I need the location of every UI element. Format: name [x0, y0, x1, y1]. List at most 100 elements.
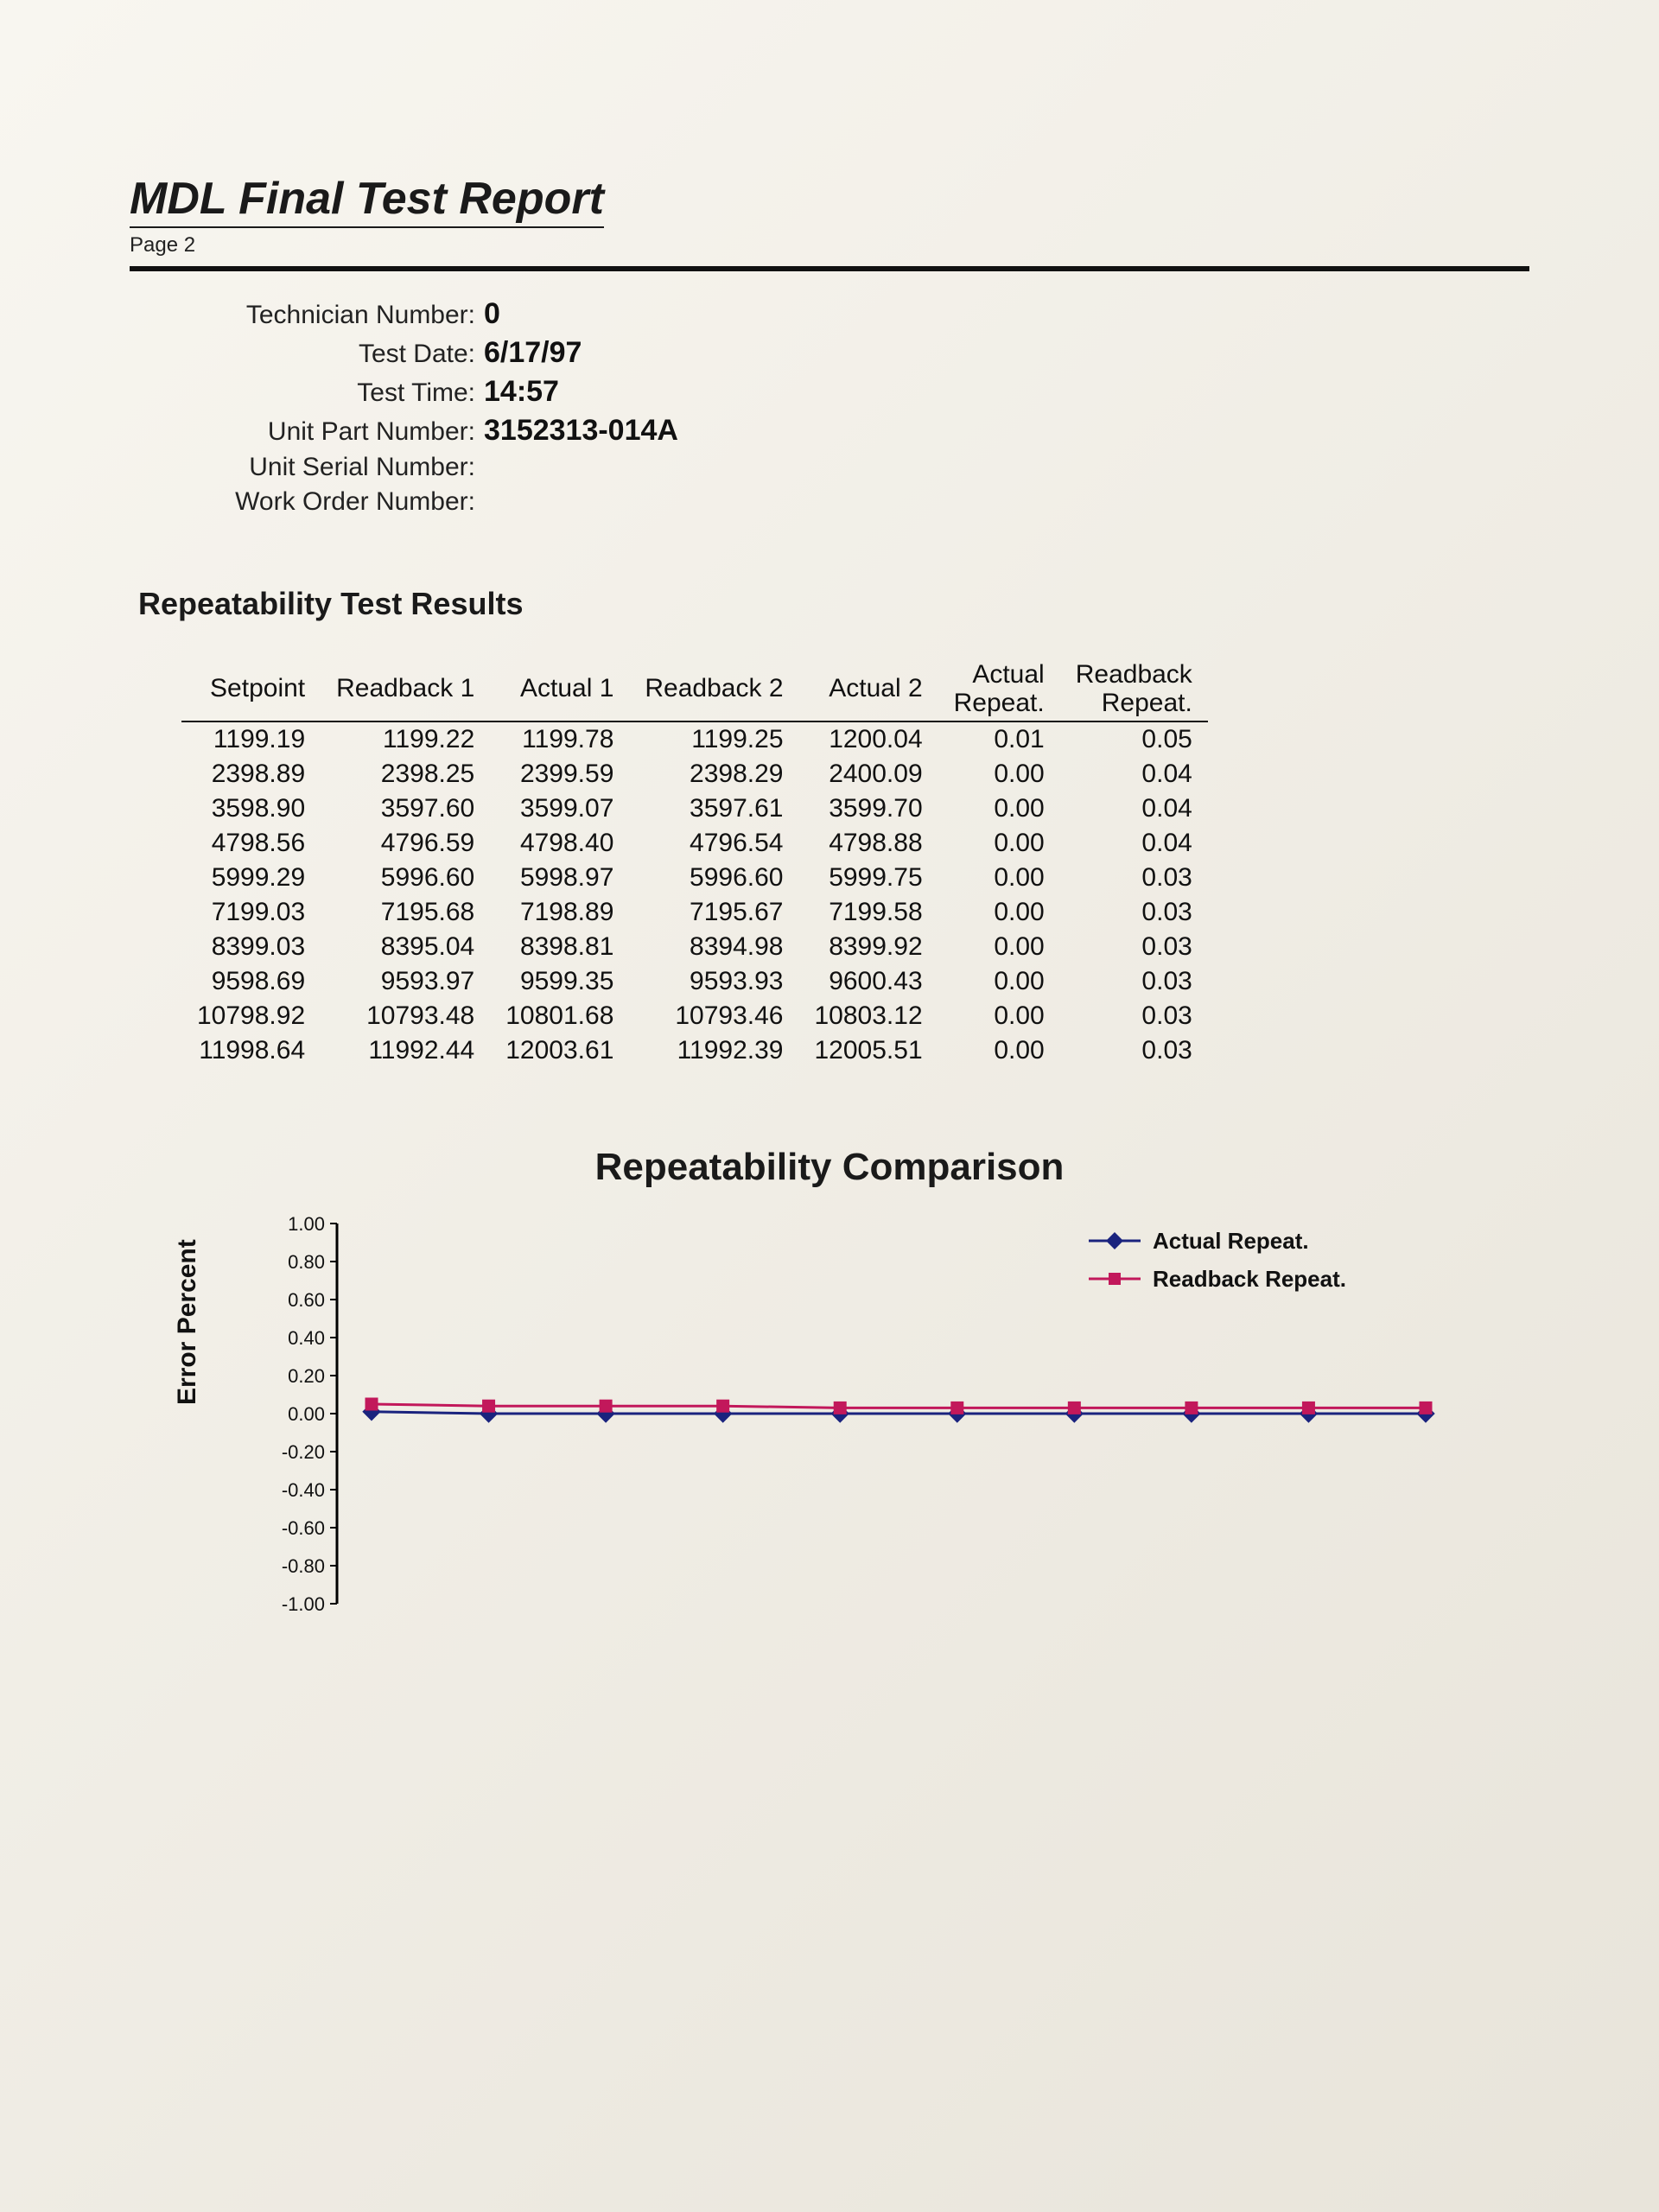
table-cell: 1199.22 [321, 721, 490, 757]
legend-label: Actual Repeat. [1153, 1228, 1309, 1254]
table-cell: 0.00 [938, 1033, 1060, 1068]
table-cell: 10801.68 [490, 999, 629, 1033]
table-cell: 3597.60 [321, 791, 490, 826]
meta-value: 3152313-014A [484, 414, 678, 448]
metadata-block: Technician Number: 0 Test Date: 6/17/97 … [181, 297, 1529, 517]
table-header-row: SetpointReadback 1Actual 1Readback 2Actu… [181, 657, 1208, 721]
table-cell: 0.00 [938, 826, 1060, 861]
marker-square [365, 1398, 378, 1410]
table-cell: 11998.64 [181, 1033, 321, 1068]
table-cell: 0.03 [1060, 964, 1208, 999]
y-tick-label: 0.60 [288, 1289, 325, 1311]
table-cell: 5999.75 [799, 861, 938, 895]
y-tick-label: 1.00 [288, 1215, 325, 1235]
chart-title: Repeatability Comparison [130, 1146, 1529, 1189]
marker-square [834, 1402, 846, 1414]
marker-square [1185, 1402, 1198, 1414]
table-cell: 1199.78 [490, 721, 629, 757]
table-cell: 0.03 [1060, 999, 1208, 1033]
table-cell: 8394.98 [629, 930, 798, 964]
table-cell: 1199.25 [629, 721, 798, 757]
table-cell: 10798.92 [181, 999, 321, 1033]
table-row: 8399.038395.048398.818394.988399.920.000… [181, 930, 1208, 964]
table-cell: 7195.68 [321, 895, 490, 930]
table-row: 3598.903597.603599.073597.613599.700.000… [181, 791, 1208, 826]
table-cell: 5996.60 [321, 861, 490, 895]
table-cell: 8398.81 [490, 930, 629, 964]
table-cell: 9598.69 [181, 964, 321, 999]
meta-label: Unit Serial Number: [181, 453, 484, 482]
table-cell: 7198.89 [490, 895, 629, 930]
y-tick-label: 0.40 [288, 1327, 325, 1349]
table-row: 10798.9210793.4810801.6810793.4610803.12… [181, 999, 1208, 1033]
repeatability-chart: 1.000.800.600.400.200.00-0.20-0.40-0.60-… [233, 1215, 1512, 1638]
table-cell: 2398.29 [629, 757, 798, 791]
table-cell: 0.00 [938, 930, 1060, 964]
marker-square [600, 1400, 612, 1412]
y-tick-label: -0.20 [282, 1441, 325, 1463]
meta-value: 6/17/97 [484, 336, 582, 370]
table-cell: 9593.97 [321, 964, 490, 999]
table-row: 5999.295996.605998.975996.605999.750.000… [181, 861, 1208, 895]
y-tick-label: 0.20 [288, 1365, 325, 1387]
table-cell: 8395.04 [321, 930, 490, 964]
table-row: 2398.892398.252399.592398.292400.090.000… [181, 757, 1208, 791]
marker-square [483, 1400, 495, 1412]
y-tick-label: -0.80 [282, 1555, 325, 1577]
table-cell: 0.03 [1060, 930, 1208, 964]
series-line [372, 1412, 1426, 1414]
marker-square [1302, 1402, 1314, 1414]
table-column-header: Actual 2 [799, 657, 938, 721]
meta-label: Work Order Number: [181, 487, 484, 517]
table-cell: 5999.29 [181, 861, 321, 895]
table-cell: 0.00 [938, 757, 1060, 791]
table-body: 1199.191199.221199.781199.251200.040.010… [181, 721, 1208, 1068]
meta-row-unit-serial: Unit Serial Number: [181, 453, 1529, 482]
table-cell: 0.03 [1060, 1033, 1208, 1068]
report-title: MDL Final Test Report [130, 173, 604, 228]
table-cell: 11992.39 [629, 1033, 798, 1068]
meta-row-test-time: Test Time: 14:57 [181, 375, 1529, 409]
table-row: 11998.6411992.4412003.6111992.3912005.51… [181, 1033, 1208, 1068]
table-cell: 0.00 [938, 999, 1060, 1033]
meta-label: Test Date: [181, 340, 484, 369]
table-cell: 10793.48 [321, 999, 490, 1033]
meta-value: 0 [484, 297, 500, 331]
marker-square [951, 1402, 963, 1414]
table-cell: 0.04 [1060, 757, 1208, 791]
section-title: Repeatability Test Results [138, 586, 1529, 622]
y-tick-label: -1.00 [282, 1593, 325, 1615]
table-column-header: Setpoint [181, 657, 321, 721]
page-number: Page 2 [130, 233, 1529, 257]
table-cell: 4798.40 [490, 826, 629, 861]
table-cell: 10793.46 [629, 999, 798, 1033]
meta-label: Test Time: [181, 378, 484, 408]
table-cell: 4798.56 [181, 826, 321, 861]
table-cell: 5998.97 [490, 861, 629, 895]
meta-row-work-order: Work Order Number: [181, 487, 1529, 517]
y-tick-label: 0.00 [288, 1403, 325, 1425]
meta-row-technician: Technician Number: 0 [181, 297, 1529, 331]
table-cell: 2398.89 [181, 757, 321, 791]
table-cell: 7195.67 [629, 895, 798, 930]
meta-value: 14:57 [484, 375, 559, 409]
chart-ylabel: Error Percent [173, 1239, 202, 1405]
table-column-header: ActualRepeat. [938, 657, 1060, 721]
meta-row-test-date: Test Date: 6/17/97 [181, 336, 1529, 370]
chart-legend: Actual Repeat.Readback Repeat. [1089, 1228, 1346, 1292]
table-cell: 4798.88 [799, 826, 938, 861]
table-cell: 12003.61 [490, 1033, 629, 1068]
meta-label: Unit Part Number: [181, 417, 484, 447]
table-head: SetpointReadback 1Actual 1Readback 2Actu… [181, 657, 1208, 721]
table-cell: 3598.90 [181, 791, 321, 826]
table-cell: 0.04 [1060, 826, 1208, 861]
table-cell: 0.03 [1060, 861, 1208, 895]
table-cell: 0.04 [1060, 791, 1208, 826]
table-cell: 9600.43 [799, 964, 938, 999]
table-cell: 0.01 [938, 721, 1060, 757]
chart-container: Error Percent 1.000.800.600.400.200.00-0… [233, 1215, 1529, 1643]
table-column-header: ReadbackRepeat. [1060, 657, 1208, 721]
legend-marker [1109, 1273, 1121, 1285]
marker-square [1068, 1402, 1080, 1414]
marker-square [717, 1400, 729, 1412]
